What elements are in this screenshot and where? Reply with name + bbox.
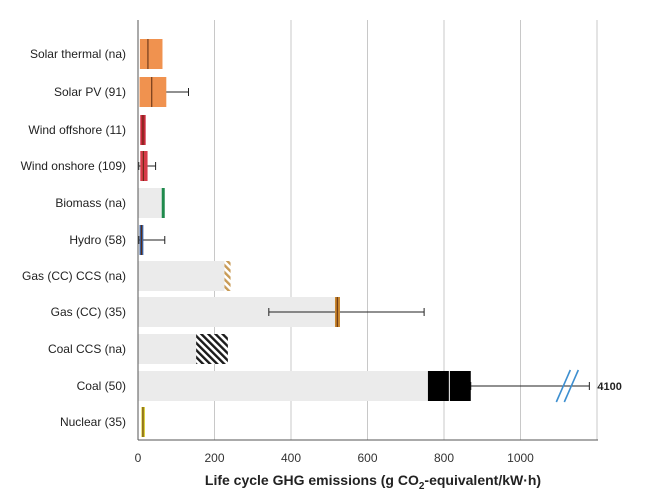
axis-break-mark xyxy=(563,369,580,403)
category-label: Solar PV (91) xyxy=(54,85,126,99)
x-tick-label: 400 xyxy=(281,451,301,465)
axis-break-mark xyxy=(555,369,572,403)
category-label: Nuclear (35) xyxy=(60,415,126,429)
category-label: Gas (CC) CCS (na) xyxy=(22,269,126,283)
category-label: Coal CCS (na) xyxy=(48,342,126,356)
iqr-box xyxy=(139,77,167,107)
x-tick-label: 1000 xyxy=(507,451,534,465)
x-tick-label: 200 xyxy=(204,451,224,465)
category-label: Hydro (58) xyxy=(69,233,126,247)
x-axis-title-main: Life cycle GHG emissions (g CO xyxy=(204,472,419,488)
x-axis-title-end: -equivalent/kW·h) xyxy=(424,472,542,488)
category-label: Biomass (na) xyxy=(55,196,126,210)
x-tick-label: 800 xyxy=(434,451,454,465)
x-tick-label: 0 xyxy=(135,451,142,465)
range-bar xyxy=(138,261,226,291)
iqr-box xyxy=(140,151,148,181)
x-axis-title: Life cycle GHG emissions (g CO2-equivale… xyxy=(138,472,608,492)
category-label: Coal (50) xyxy=(77,379,126,393)
category-label: Solar thermal (na) xyxy=(30,47,126,61)
range-bar xyxy=(138,188,165,218)
whisker-max-label: 4100 xyxy=(597,381,621,393)
x-axis-title-sub: 2 xyxy=(418,480,425,492)
hatched-range xyxy=(196,334,228,364)
category-label: Gas (CC) (35) xyxy=(51,305,126,319)
range-bar xyxy=(138,371,428,401)
category-label: Wind onshore (109) xyxy=(21,159,126,173)
category-label: Wind offshore (11) xyxy=(28,123,126,137)
hatched-range xyxy=(224,261,231,291)
x-tick-label: 600 xyxy=(357,451,377,465)
iqr-box xyxy=(139,39,163,69)
range-bar xyxy=(138,334,200,364)
value-marker xyxy=(161,188,165,218)
